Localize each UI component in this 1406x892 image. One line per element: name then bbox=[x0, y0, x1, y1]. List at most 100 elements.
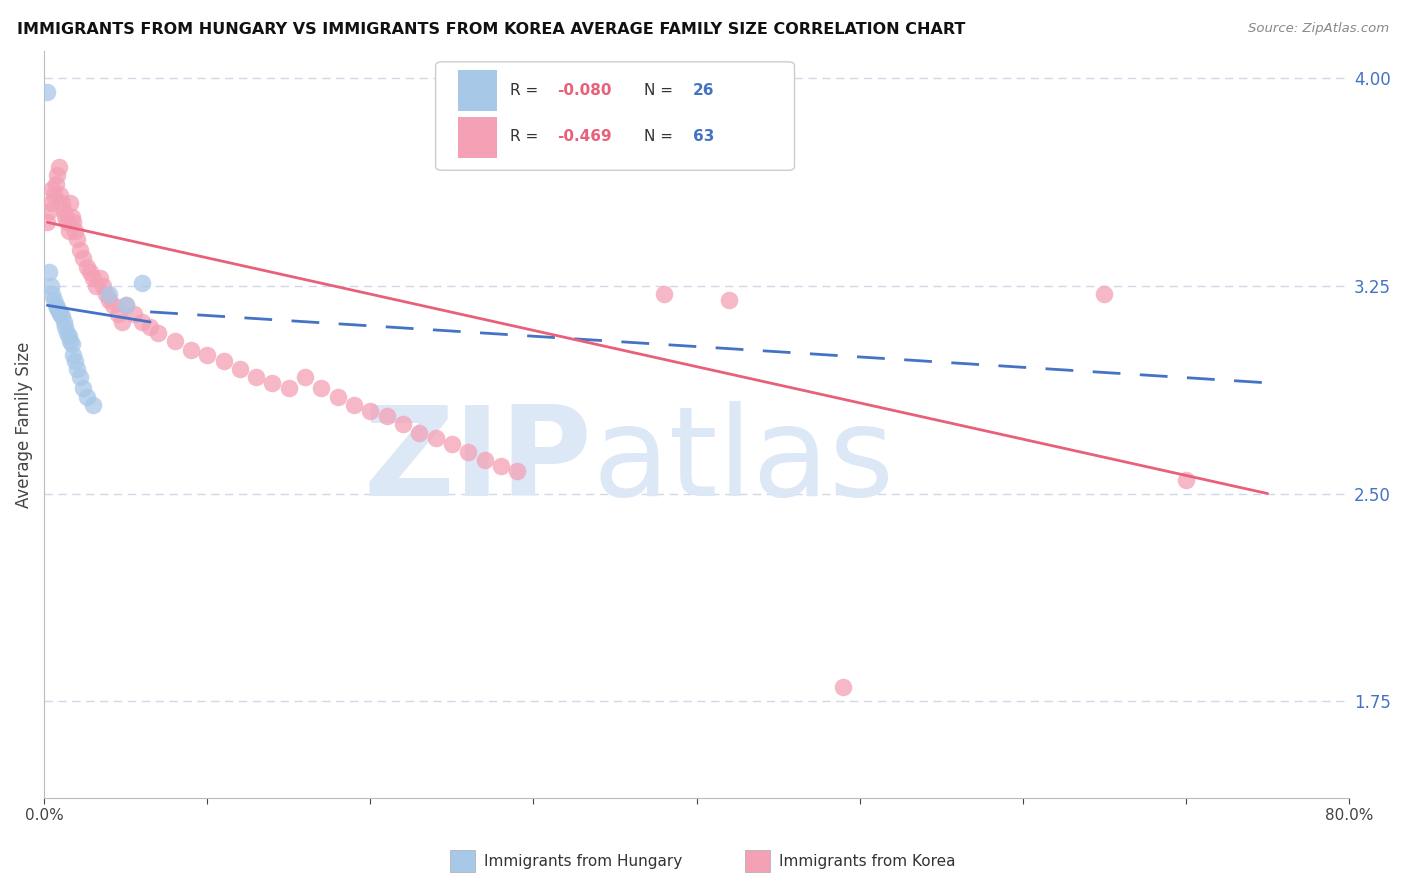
Point bbox=[58, 328, 80, 343]
Point bbox=[72, 381, 94, 395]
Point bbox=[53, 320, 76, 334]
Point bbox=[60, 210, 83, 224]
Point bbox=[343, 398, 366, 412]
Point bbox=[44, 177, 66, 191]
Text: Immigrants from Korea: Immigrants from Korea bbox=[779, 854, 956, 869]
Point bbox=[39, 195, 62, 210]
Point bbox=[42, 187, 65, 202]
Text: R =: R = bbox=[510, 83, 543, 98]
Point bbox=[59, 195, 82, 210]
Point bbox=[506, 465, 529, 479]
Point bbox=[51, 195, 73, 210]
Point bbox=[163, 334, 186, 349]
Point bbox=[66, 232, 89, 246]
Point bbox=[114, 298, 136, 312]
Point bbox=[832, 681, 855, 695]
Point bbox=[56, 215, 79, 229]
Point bbox=[326, 390, 349, 404]
Point bbox=[66, 362, 89, 376]
Point bbox=[79, 265, 101, 279]
Point bbox=[62, 348, 84, 362]
Point bbox=[56, 326, 79, 340]
Point bbox=[49, 307, 72, 321]
Point bbox=[41, 287, 63, 301]
Point bbox=[718, 293, 741, 307]
Text: N =: N = bbox=[644, 83, 678, 98]
Point bbox=[294, 370, 316, 384]
Point bbox=[38, 204, 60, 219]
Point bbox=[63, 224, 86, 238]
Point bbox=[63, 353, 86, 368]
Point bbox=[76, 390, 98, 404]
Point bbox=[48, 304, 70, 318]
Point bbox=[111, 315, 134, 329]
Text: 63: 63 bbox=[693, 129, 714, 145]
Point bbox=[262, 376, 284, 390]
Y-axis label: Average Family Size: Average Family Size bbox=[15, 341, 32, 508]
Point bbox=[440, 436, 463, 450]
Point bbox=[86, 279, 108, 293]
FancyBboxPatch shape bbox=[436, 62, 794, 170]
Text: R =: R = bbox=[510, 129, 543, 145]
Point bbox=[98, 293, 121, 307]
Point bbox=[69, 370, 91, 384]
Point bbox=[131, 276, 153, 290]
FancyBboxPatch shape bbox=[458, 70, 496, 112]
Point bbox=[122, 307, 145, 321]
Point bbox=[1175, 473, 1198, 487]
Point bbox=[229, 362, 252, 376]
Point bbox=[180, 343, 202, 357]
Point bbox=[44, 298, 66, 312]
Point bbox=[38, 265, 60, 279]
Text: atlas: atlas bbox=[592, 401, 894, 522]
Point bbox=[82, 270, 104, 285]
Point bbox=[148, 326, 170, 340]
Point bbox=[277, 381, 299, 395]
Point bbox=[101, 298, 124, 312]
Point bbox=[48, 160, 70, 174]
Point bbox=[375, 409, 398, 423]
Point bbox=[46, 168, 69, 182]
Text: Source: ZipAtlas.com: Source: ZipAtlas.com bbox=[1249, 22, 1389, 36]
Point bbox=[49, 187, 72, 202]
Text: N =: N = bbox=[644, 129, 678, 145]
FancyBboxPatch shape bbox=[458, 117, 496, 158]
Text: ZIP: ZIP bbox=[364, 401, 592, 522]
Point bbox=[489, 458, 512, 473]
Point bbox=[652, 287, 675, 301]
Point bbox=[425, 431, 447, 445]
Point bbox=[245, 370, 267, 384]
Point bbox=[46, 301, 69, 315]
Point bbox=[91, 279, 114, 293]
Text: IMMIGRANTS FROM HUNGARY VS IMMIGRANTS FROM KOREA AVERAGE FAMILY SIZE CORRELATION: IMMIGRANTS FROM HUNGARY VS IMMIGRANTS FR… bbox=[17, 22, 966, 37]
Point bbox=[37, 85, 59, 99]
Point bbox=[408, 425, 430, 440]
Point bbox=[51, 310, 73, 324]
Point bbox=[69, 243, 91, 257]
Point bbox=[52, 315, 75, 329]
Point bbox=[212, 353, 235, 368]
Point bbox=[59, 334, 82, 349]
Point bbox=[62, 215, 84, 229]
Point bbox=[39, 279, 62, 293]
Text: -0.469: -0.469 bbox=[557, 129, 612, 145]
Point bbox=[94, 287, 117, 301]
Text: Immigrants from Hungary: Immigrants from Hungary bbox=[484, 854, 682, 869]
Point bbox=[42, 293, 65, 307]
Point bbox=[139, 320, 162, 334]
Point bbox=[41, 182, 63, 196]
Point bbox=[474, 453, 496, 467]
Point bbox=[359, 403, 381, 417]
Point bbox=[53, 210, 76, 224]
Point bbox=[72, 252, 94, 266]
Point bbox=[98, 287, 121, 301]
Point bbox=[76, 260, 98, 274]
Point bbox=[37, 215, 59, 229]
Point bbox=[60, 337, 83, 351]
Point bbox=[131, 315, 153, 329]
Point bbox=[392, 417, 415, 432]
Point bbox=[82, 398, 104, 412]
Point bbox=[89, 270, 111, 285]
Point bbox=[107, 307, 129, 321]
Text: 26: 26 bbox=[693, 83, 714, 98]
